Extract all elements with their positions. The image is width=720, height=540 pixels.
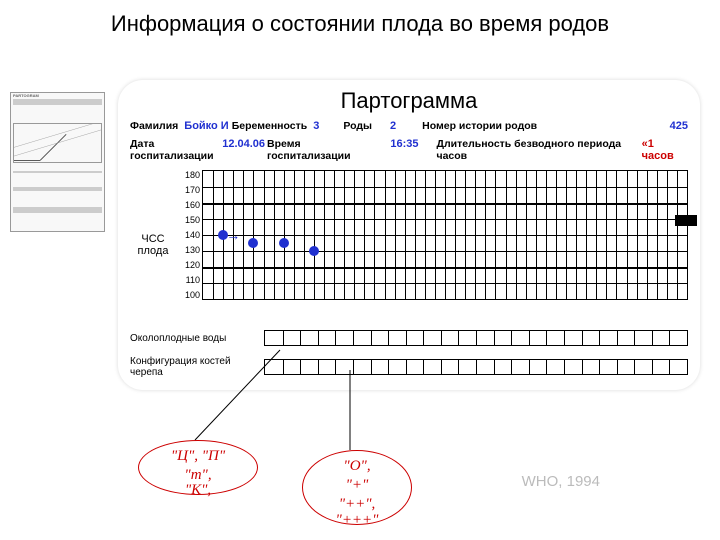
case-label: Номер истории родов <box>422 120 537 132</box>
arrow-icon: → <box>226 227 240 243</box>
preg-value: 3 <box>313 120 319 132</box>
preg-label: Беременность <box>232 120 308 132</box>
strip2-grid <box>264 359 688 375</box>
surname-label: Фамилия <box>130 120 178 132</box>
surname-value: Бойко И <box>184 120 228 132</box>
partogram-panel: Партограмма Фамилия Бойко И Беременность… <box>118 80 700 390</box>
fhr-chart: ЧСС плода 180 170 160 150 140 130 120 110 100 → <box>130 170 688 320</box>
bubble2-line4: "+++" <box>313 511 401 530</box>
time-label: Время госпитализации <box>267 138 384 162</box>
strip1-grid <box>264 330 688 346</box>
births-label: Роды <box>343 120 372 132</box>
ytick: 140 <box>176 230 200 240</box>
date-value: 12.04.06 <box>222 138 265 150</box>
rupture-label: Длительность безводного периода часов <box>436 138 649 162</box>
black-bar <box>675 215 697 226</box>
partogram-title: Партограмма <box>130 88 688 114</box>
strip2-label: Конфигурация костей черепа <box>130 356 260 378</box>
bubble1-line1: "Ц", "П" <box>149 447 247 466</box>
ytick: 180 <box>176 170 200 180</box>
who-reference: WHO, 1994 <box>522 473 600 490</box>
case-value: 425 <box>670 120 688 132</box>
ytick: 120 <box>176 260 200 270</box>
form-row-1: Фамилия Бойко И Беременность 3 Роды 2 Но… <box>130 120 688 132</box>
bubble-amniotic-codes: "Ц", "П" "m", "К", <box>138 440 258 495</box>
page-title: Информация о состоянии плода во время ро… <box>60 10 660 39</box>
fhr-point <box>279 238 289 248</box>
strip-row-1: Околоплодные воды <box>130 330 688 346</box>
form-row-2: Дата госпитализации 12.04.06 Время госпи… <box>130 138 688 162</box>
ytick: 150 <box>176 215 200 225</box>
bubble1-line3: "К", <box>149 481 247 500</box>
fhr-grid: → <box>202 170 688 300</box>
ytick: 170 <box>176 185 200 195</box>
fhr-axis-label: ЧСС плода <box>130 170 176 320</box>
strip1-label: Околоплодные воды <box>130 333 260 344</box>
ytick: 100 <box>176 290 200 300</box>
births-value: 2 <box>390 120 396 132</box>
ytick: 110 <box>176 275 200 285</box>
rupture-value: «1 часов <box>642 138 688 162</box>
bubble2-line2: "+" <box>313 476 401 495</box>
partogram-thumbnail: PARTOGRAM <box>10 92 105 232</box>
fhr-yticks: 180 170 160 150 140 130 120 110 100 <box>176 170 202 300</box>
ytick: 160 <box>176 200 200 210</box>
time-value: 16:35 <box>390 138 418 150</box>
bubble-moulding-codes: "О", "+" "++", "+++" <box>302 450 412 525</box>
fhr-point <box>309 246 319 256</box>
fhr-point <box>248 238 258 248</box>
bubble2-line1: "О", <box>313 457 401 476</box>
ytick: 130 <box>176 245 200 255</box>
strip-row-2: Конфигурация костей черепа <box>130 356 688 378</box>
